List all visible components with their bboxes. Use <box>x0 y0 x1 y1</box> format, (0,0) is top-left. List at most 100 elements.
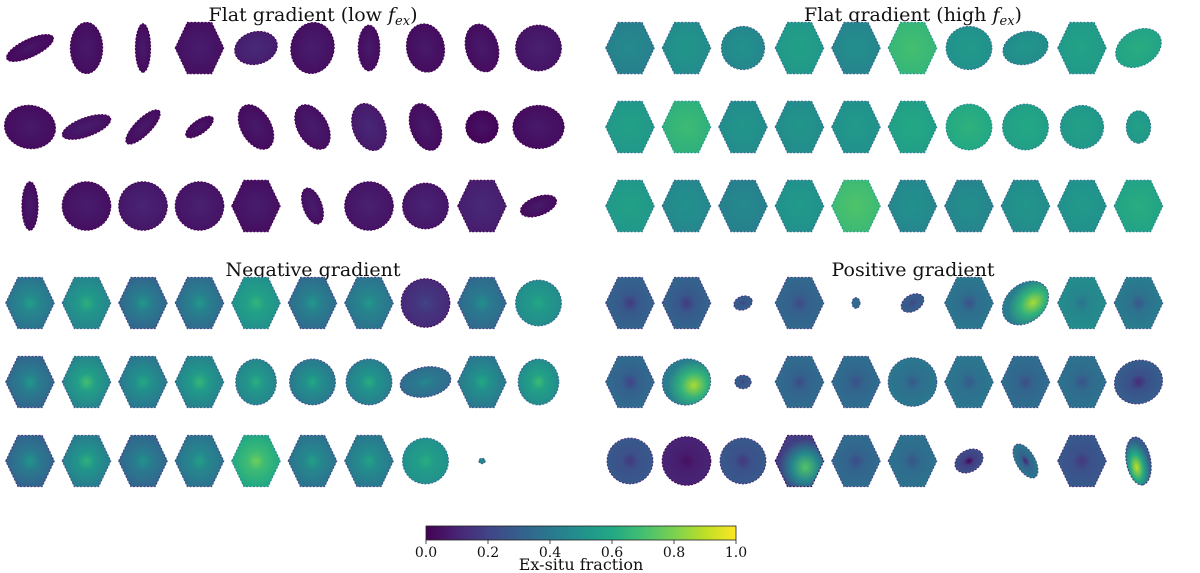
map-2-5 <box>287 276 338 330</box>
map-2-19 <box>517 358 560 406</box>
map-3-28 <box>1057 434 1107 488</box>
map-1-24 <box>831 179 881 233</box>
colorbar-tick-label: 0.2 <box>477 545 499 561</box>
map-2-2 <box>118 276 168 330</box>
map-1-28 <box>1057 179 1107 233</box>
map-1-17 <box>1002 103 1049 151</box>
colorbar-tick-label: 0.8 <box>663 545 685 561</box>
map-2-18 <box>457 355 507 409</box>
map-2-8 <box>457 276 507 330</box>
map-0-10 <box>4 104 56 150</box>
map-0-16 <box>351 103 387 151</box>
map-2-20 <box>5 434 55 488</box>
map-1-25 <box>887 179 938 233</box>
map-3-16 <box>944 355 994 409</box>
map-0-26 <box>344 181 394 231</box>
map-0-19 <box>512 104 565 150</box>
map-1-15 <box>887 100 938 154</box>
map-1-0 <box>605 21 655 75</box>
map-0-8 <box>464 23 500 73</box>
map-1-2 <box>720 25 766 71</box>
map-1-14 <box>831 100 881 154</box>
map-3-18 <box>1057 355 1107 409</box>
map-1-27 <box>1000 179 1051 233</box>
map-2-1 <box>61 276 112 330</box>
map-2-15 <box>289 358 336 406</box>
map-0-12 <box>125 109 161 145</box>
map-1-5 <box>887 21 938 75</box>
map-3-9 <box>1113 276 1164 330</box>
map-2-10 <box>5 355 55 409</box>
map-2-3 <box>174 276 225 330</box>
map-1-26 <box>944 179 994 233</box>
map-2-11 <box>61 355 112 409</box>
map-2-4 <box>231 276 281 330</box>
panel-title-negative: Negative gradient <box>225 259 400 281</box>
map-0-20 <box>21 181 39 231</box>
map-3-24 <box>831 434 881 488</box>
map-3-7 <box>1001 280 1050 326</box>
map-0-2 <box>134 23 152 73</box>
map-0-11 <box>61 114 112 140</box>
map-1-16 <box>945 103 993 151</box>
map-3-15 <box>887 357 938 407</box>
map-3-4 <box>851 297 861 309</box>
map-1-1 <box>661 21 712 75</box>
map-1-11 <box>661 100 712 154</box>
map-1-13 <box>774 100 825 154</box>
map-2-7 <box>400 278 451 328</box>
map-2-16 <box>345 358 393 406</box>
map-3-22 <box>719 437 767 485</box>
map-3-25 <box>887 434 938 488</box>
map-0-1 <box>69 21 104 75</box>
colorbar-tick-label: 0.0 <box>415 545 437 561</box>
map-0-23 <box>174 181 225 231</box>
map-1-6 <box>945 25 993 71</box>
map-1-8 <box>1057 21 1107 75</box>
panel-positive <box>605 276 1164 488</box>
map-1-22 <box>718 179 768 233</box>
map-2-0 <box>5 276 55 330</box>
colorbar-tick-label: 0.6 <box>601 545 623 561</box>
map-0-27 <box>402 182 449 230</box>
map-2-21 <box>61 434 112 488</box>
map-2-6 <box>344 276 394 330</box>
map-0-21 <box>61 181 112 231</box>
map-2-28 <box>478 457 486 465</box>
map-2-25 <box>287 434 338 488</box>
map-0-25 <box>301 187 324 225</box>
map-0-6 <box>357 24 381 72</box>
map-3-13 <box>774 355 825 409</box>
map-1-19 <box>1125 110 1152 144</box>
map-1-3 <box>774 21 825 75</box>
map-1-29 <box>1113 179 1164 233</box>
map-0-13 <box>185 115 214 139</box>
map-0-14 <box>237 104 275 150</box>
colorbar-ticks: 0.0 0.2 0.4 0.6 0.8 1.0 <box>415 540 747 561</box>
map-2-26 <box>344 434 394 488</box>
map-0-9 <box>515 24 562 72</box>
map-2-9 <box>515 279 562 327</box>
map-3-1 <box>661 276 712 330</box>
map-0-28 <box>457 179 507 233</box>
map-0-0 <box>5 34 55 62</box>
map-0-4 <box>234 30 278 66</box>
map-1-23 <box>774 179 825 233</box>
map-3-5 <box>900 293 925 313</box>
map-0-24 <box>231 179 281 233</box>
map-3-14 <box>831 355 881 409</box>
map-3-23 <box>774 434 825 488</box>
map-1-10 <box>605 100 655 154</box>
map-2-14 <box>235 358 277 406</box>
map-3-8 <box>1057 276 1107 330</box>
panel-negative <box>5 276 562 488</box>
map-2-23 <box>174 434 225 488</box>
map-3-2 <box>733 295 753 311</box>
map-3-10 <box>605 355 655 409</box>
colorbar-label: Ex-situ fraction <box>519 555 644 573</box>
map-0-5 <box>290 22 335 74</box>
map-0-17 <box>408 103 443 151</box>
panel-title-flat-high: Flat gradient (high fex) <box>804 4 1022 29</box>
map-1-20 <box>605 179 655 233</box>
